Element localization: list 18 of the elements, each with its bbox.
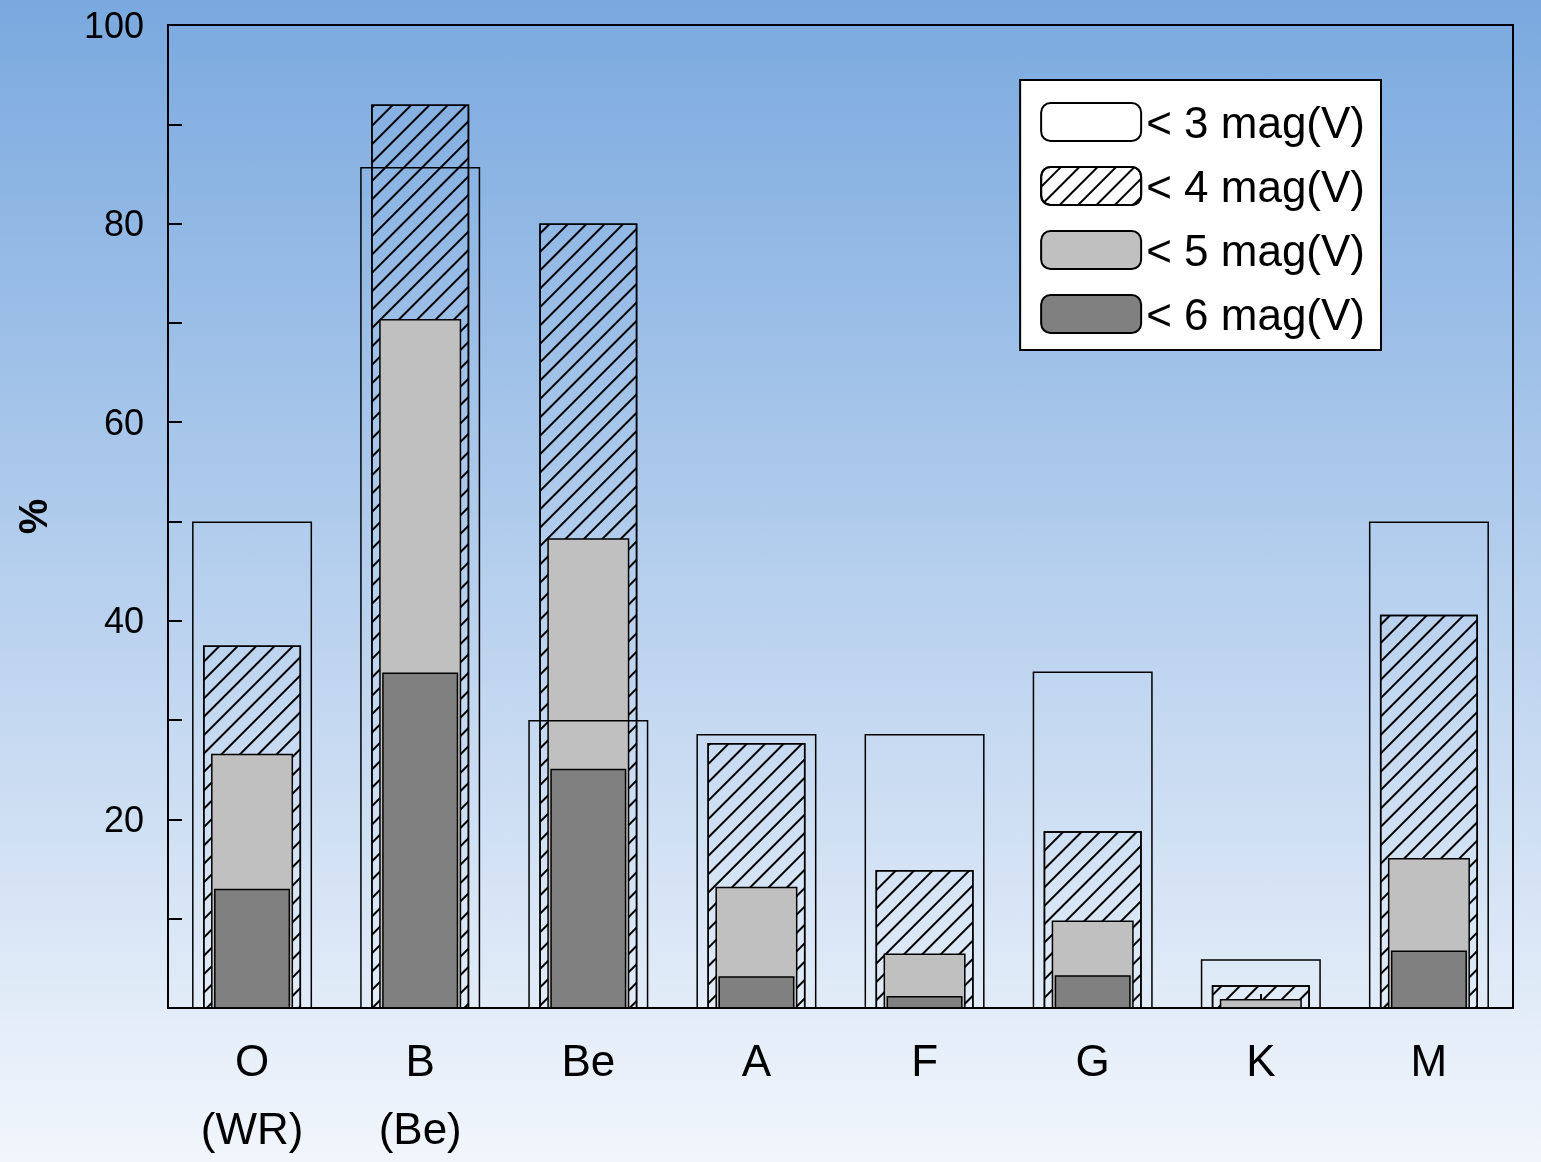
y-axis-title: %: [11, 498, 55, 535]
x-tick-label: M: [1410, 1035, 1448, 1085]
legend-label: < 3 mag(V): [1146, 97, 1366, 147]
y-tick-label: 60: [103, 401, 144, 443]
x-tick-label: B (Be): [378, 1035, 462, 1153]
legend-label: < 4 mag(V): [1146, 161, 1366, 211]
x-tick-label: A: [741, 1035, 772, 1085]
legend-label: < 6 mag(V): [1146, 289, 1366, 339]
y-tick-label: 100: [83, 4, 144, 46]
y-tick-label: 40: [103, 600, 144, 642]
x-tick-label: Be: [561, 1035, 616, 1085]
x-tick-label: F: [911, 1035, 939, 1085]
y-tick-label: 20: [103, 798, 144, 840]
y-tick-label: 80: [103, 203, 144, 245]
x-tick-label: G: [1075, 1035, 1110, 1085]
x-tick-label: K: [1246, 1035, 1276, 1085]
legend-label: < 5 mag(V): [1146, 225, 1366, 275]
x-tick-label: O (WR): [200, 1035, 304, 1153]
